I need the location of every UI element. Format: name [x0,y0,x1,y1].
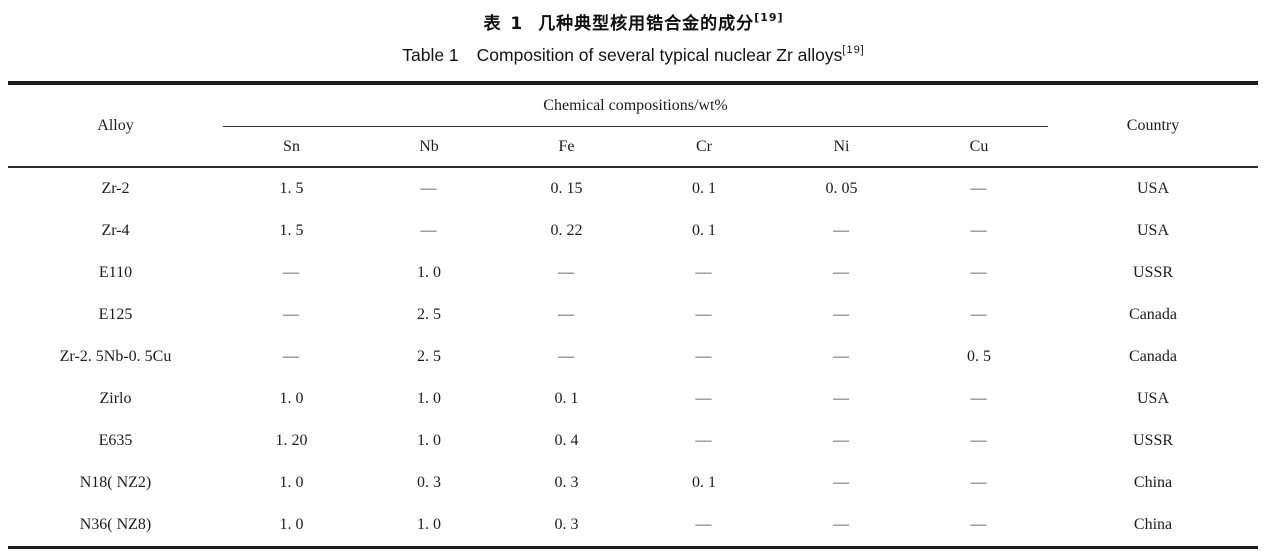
cell-country: Canada [1129,348,1177,365]
cell-ni: — [833,516,850,533]
cell-nb: 1. 0 [417,432,441,449]
cell-fe: — [558,348,575,365]
cell-cu: — [970,432,988,449]
cell-alloy: E125 [98,306,133,323]
cell-sn: — [283,264,300,281]
cell-ni: — [833,306,850,323]
composition-table: Alloy Chemical compositions/wt% Country … [8,81,1259,549]
table-row-zr4: Zr-4 1. 5 — 0. 22 0. 1 — — USA [8,210,1258,252]
cell-cu: 0. 5 [967,348,991,365]
column-header-alloy: Alloy [8,83,223,168]
cell-sn: — [283,306,300,323]
cell-cr: 0. 1 [692,180,716,197]
cell-alloy: Zirlo [99,390,132,407]
table-caption-zh-label: 表 1 [483,14,525,34]
cell-sn: 1. 5 [279,222,304,239]
table-caption-zh: 表 1 几种典型核用锆合金的成分[19] [0,0,1267,34]
table-caption-en-label: Table 1 [402,45,459,65]
table-row-n18: N18( NZ2) 1. 0 0. 3 0. 3 0. 1 — — China [8,462,1258,504]
cell-ni: — [833,474,850,491]
cell-country: USA [1137,390,1170,407]
cell-fe: 0. 3 [554,516,579,533]
cell-sn: 1. 0 [279,516,304,533]
cell-cr: — [695,348,713,365]
column-header-cu: Cu [910,126,1049,168]
cell-alloy: E635 [98,432,133,449]
cell-fe: — [558,264,575,281]
cell-ni: — [833,348,850,365]
table-row-n36: N36( NZ8) 1. 0 1. 0 0. 3 — — — China [8,504,1258,548]
table-row-e125: E125 — 2. 5 — — — — Canada [8,294,1258,336]
cell-cr: — [695,432,713,449]
cell-alloy: Zr-2 [101,180,130,197]
cell-cu: — [970,474,988,491]
cell-cu: — [970,390,988,407]
cell-cr: — [695,390,713,407]
cell-fe: 0. 3 [554,474,579,491]
cell-alloy: N18( NZ2) [79,474,152,491]
table-row-zirlo: Zirlo 1. 0 1. 0 0. 1 — — — USA [8,378,1258,420]
cell-sn: 1. 20 [275,432,308,449]
cell-sn: 1. 0 [279,390,304,407]
cell-cr: 0. 1 [692,222,716,239]
cell-ni: 0. 05 [825,180,858,197]
cell-nb: 2. 5 [417,306,441,323]
cell-cu: — [970,222,988,239]
column-header-sn: Sn [223,126,360,168]
table-caption-zh-text: 几种典型核用锆合金的成分 [538,14,755,34]
column-group-header-chemical-compositions: Chemical compositions/wt% [223,83,1049,127]
cell-alloy: E110 [98,264,133,281]
cell-fe: 0. 1 [554,390,579,407]
column-header-cr: Cr [635,126,773,168]
cell-nb: 2. 5 [417,348,441,365]
cell-alloy: Zr-2. 5Nb-0. 5Cu [59,348,172,365]
cell-cr: — [695,264,713,281]
cell-alloy: Zr-4 [101,222,130,239]
table-caption-en: Table 1 Composition of several typical nu… [0,44,1267,66]
cell-cu: — [970,180,988,197]
cell-country: Canada [1129,306,1177,323]
cell-country: USSR [1133,432,1174,449]
cell-ni: — [833,264,850,281]
cell-country: China [1133,474,1173,491]
cell-fe: 0. 22 [550,222,583,239]
column-header-nb: Nb [360,126,498,168]
table-caption-en-text: Composition of several typical nuclear Z… [476,45,843,65]
cell-country: China [1133,516,1173,533]
cell-fe: — [558,306,575,323]
table-row-e635: E635 1. 20 1. 0 0. 4 — — — USSR [8,420,1258,462]
reference-superscript: [19] [754,11,784,25]
column-header-country: Country [1048,83,1259,168]
cell-sn: 1. 5 [279,180,304,197]
cell-ni: — [833,432,850,449]
cell-ni: — [833,390,850,407]
table-row-e110: E110 — 1. 0 — — — — USSR [8,252,1258,294]
cell-cu: — [970,306,988,323]
table-row-zr25nb05cu: Zr-2. 5Nb-0. 5Cu — 2. 5 — — — 0. 5 Canad… [8,336,1258,378]
cell-cr: — [695,516,713,533]
column-header-ni: Ni [773,126,910,168]
cell-nb: 1. 0 [417,390,441,407]
cell-fe: 0. 4 [554,432,579,449]
cell-nb: 0. 3 [417,474,441,491]
column-header-fe: Fe [498,126,635,168]
cell-cu: — [970,264,988,281]
cell-cu: — [970,516,988,533]
cell-nb: 1. 0 [417,264,441,281]
cell-country: USA [1137,222,1170,239]
cell-sn: 1. 0 [279,474,304,491]
cell-sn: — [283,348,300,365]
table-row-zr2: Zr-2 1. 5 — 0. 15 0. 1 0. 05 — USA [8,167,1258,210]
cell-nb: — [420,222,438,239]
cell-cr: 0. 1 [692,474,716,491]
cell-nb: — [420,180,438,197]
reference-superscript: [19] [842,44,865,57]
cell-ni: — [833,222,850,239]
cell-alloy: N36( NZ8) [79,516,152,533]
cell-cr: — [695,306,713,323]
cell-nb: 1. 0 [417,516,441,533]
cell-country: USA [1137,180,1170,197]
cell-fe: 0. 15 [550,180,583,197]
cell-country: USSR [1133,264,1174,281]
